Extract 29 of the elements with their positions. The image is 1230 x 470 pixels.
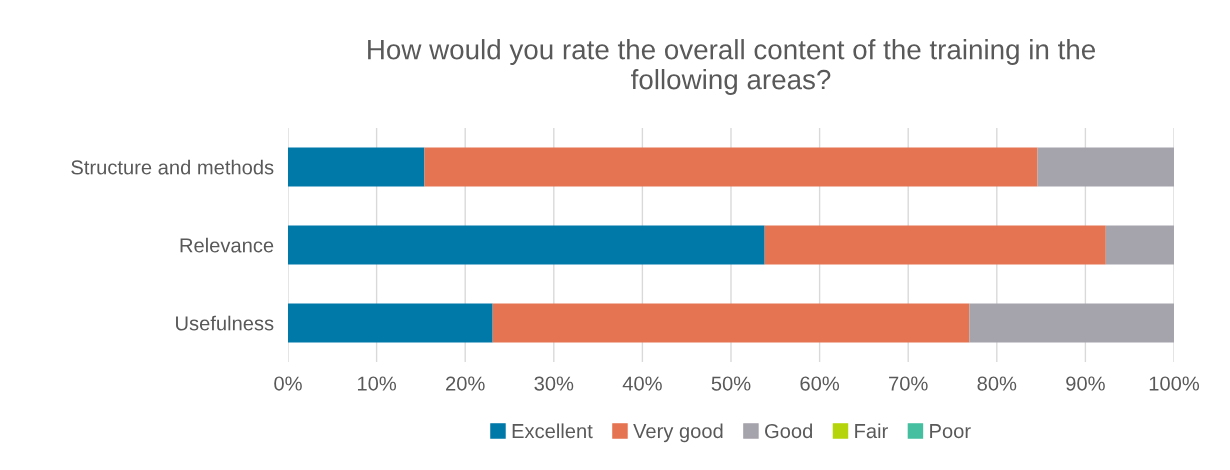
x-tick-label: 80%: [977, 376, 1017, 391]
x-tick-label: 0%: [274, 376, 302, 391]
x-tick-label: 90%: [1066, 376, 1105, 391]
x-tick-label: 20%: [446, 376, 485, 391]
bar: [288, 147, 425, 187]
chart-title: How would you rate the overall content of the training in the following areas?: [368, 39, 1095, 95]
legend-label: Very good: [633, 423, 723, 443]
bar: [492, 303, 970, 343]
x-tick-label: 70%: [889, 376, 928, 391]
y-tick-label: Relevance: [180, 237, 274, 253]
y-tick-label: Usefulness: [176, 315, 274, 331]
x-tick-label: 60%: [800, 376, 840, 391]
legend-label: Good: [765, 423, 812, 439]
x-tick-label: 50%: [711, 376, 751, 391]
bar: [1105, 225, 1174, 265]
bar: [764, 225, 1106, 265]
x-tick-label: 40%: [622, 376, 662, 391]
bar: [1037, 147, 1174, 187]
x-tick-label: 30%: [534, 376, 574, 391]
legend-label: Poor: [930, 424, 971, 439]
legend-label: Fair: [855, 423, 888, 439]
bar: [424, 147, 1038, 187]
bar: [288, 225, 765, 265]
x-tick-label: 10%: [357, 376, 397, 391]
x-tick-label: 100%: [1149, 376, 1200, 391]
legend-label: Excellent: [512, 423, 593, 439]
bar: [288, 303, 493, 343]
y-tick-label: Structure and methods: [71, 159, 274, 175]
bar: [969, 303, 1174, 343]
